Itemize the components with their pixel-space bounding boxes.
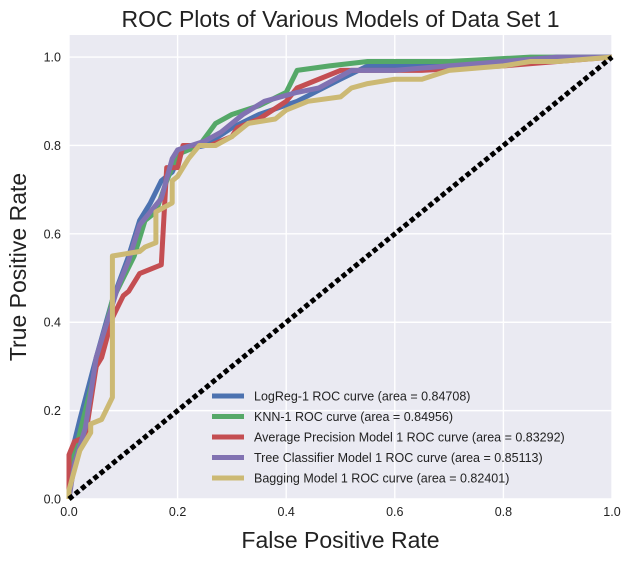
legend-label-3: Average Precision Model 1 ROC curve (are… [254,431,565,445]
grid [68,35,613,500]
y-axis-label: True Positive Rate [5,173,31,361]
y-tick-label: 1.0 [44,51,61,65]
y-tick-label: 0.6 [44,227,61,241]
diagonal-layer [67,55,614,501]
legend-label-2: KNN-1 ROC curve (area = 0.84956) [254,410,453,424]
x-tick-label: 0.0 [60,505,77,519]
legend-label-4: Tree Classifier Model 1 ROC curve (area … [254,451,543,465]
roc-curve-5 [66,54,613,499]
legend: LogReg-1 ROC curve (area = 0.84708) KNN-1… [212,390,565,486]
x-tick-label: 0.6 [386,505,403,519]
x-tick-label: 0.2 [169,505,186,519]
y-tick-label: 0.2 [44,404,61,418]
x-tick-label: 0.4 [278,505,295,519]
x-axis-label: False Positive Rate [241,527,439,553]
y-tick-label: 0.8 [44,139,61,153]
chart-title: ROC Plots of Various Models of Data Set … [121,6,559,32]
series-layer [66,54,613,500]
y-tick-label: 0.0 [44,493,61,507]
legend-label-1: LogReg-1 ROC curve (area = 0.84708) [254,390,470,404]
diagonal-line [67,55,614,501]
x-tick-label: 1.0 [603,505,620,519]
legend-label-5: Bagging Model 1 ROC curve (area = 0.8240… [254,472,509,486]
tick-labels: 0.0 0.2 0.4 0.6 0.8 1.0 0.0 0.2 0.4 0.6 0.8 1.0 [44,51,621,519]
x-tick-label: 0.8 [495,505,512,519]
y-tick-label: 0.4 [44,316,61,330]
